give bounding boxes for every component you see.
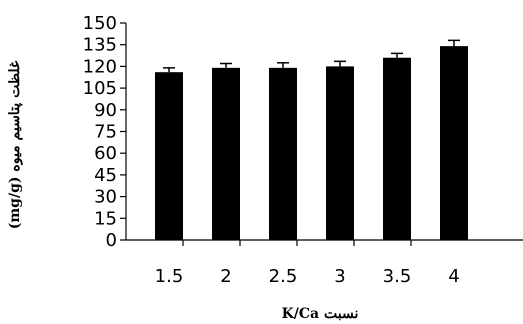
y-tick-label: 135 [83, 35, 117, 56]
y-tick-label: 90 [94, 100, 117, 121]
y-tick-label: 120 [83, 56, 117, 77]
y-tick-label: 150 [83, 13, 117, 34]
bar [269, 67, 297, 240]
y-axis-title: غلظت پتاسیم میوه (mg/g) [7, 60, 23, 229]
bars [155, 39, 468, 241]
bar [326, 66, 354, 241]
y-tick-label: 15 [94, 208, 117, 229]
x-tick-label: 1.5 [155, 266, 184, 287]
y-tick-label: 30 [94, 187, 117, 208]
x-tick-label: 2.5 [269, 266, 298, 287]
bar [155, 72, 183, 240]
x-tick-label: 3 [334, 266, 345, 287]
y-tick-label: 45 [94, 165, 117, 186]
x-axis-ticks: 1.5 2 2.5 3 3.5 4 [155, 240, 460, 287]
y-tick-label: 105 [83, 78, 117, 99]
y-tick-label: 0 [106, 230, 117, 251]
y-tick-label: 75 [94, 122, 117, 143]
y-tick-label: 60 [94, 143, 117, 164]
x-tick-label: 2 [220, 266, 231, 287]
x-axis-title: نسبت K/Ca [282, 306, 359, 322]
x-tick-label: 3.5 [383, 266, 412, 287]
x-tick-label: 4 [448, 266, 459, 287]
bar [212, 67, 240, 240]
bar [383, 57, 411, 240]
bar [440, 46, 468, 240]
